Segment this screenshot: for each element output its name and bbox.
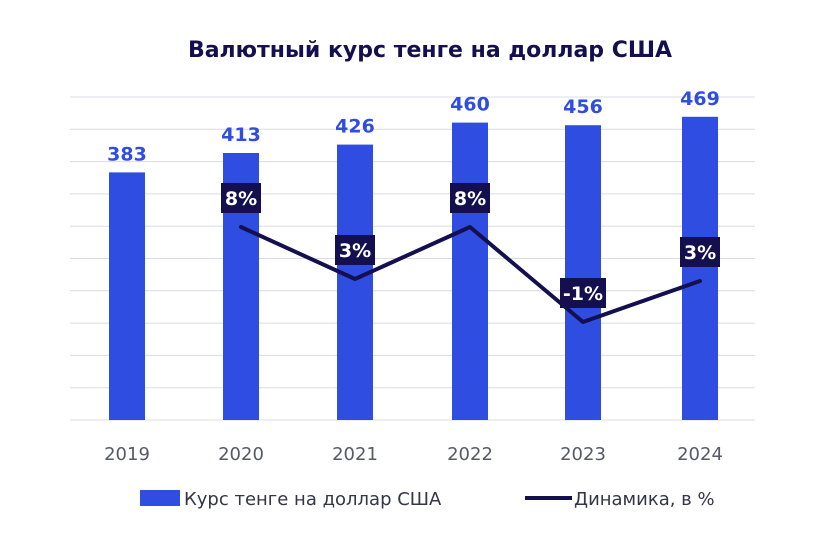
- percent-labels: 8% 3% 8% -1% 3%: [221, 183, 720, 308]
- percent-label: 8%: [454, 188, 486, 210]
- bar-series: [109, 116, 718, 421]
- percent-label-box: [560, 278, 606, 308]
- legend-line-label: Динамика, в %: [574, 489, 715, 510]
- legend-bar-swatch: [140, 490, 180, 506]
- percent-label-box: [335, 235, 375, 265]
- chart-title: Валютный курс тенге на доллар США: [187, 38, 673, 63]
- bar-value-label: 460: [450, 94, 490, 116]
- bar-value-label: 456: [563, 96, 603, 118]
- bar: [109, 172, 145, 420]
- grid-lines: [70, 96, 755, 421]
- x-tick-label: 2024: [677, 444, 723, 465]
- legend-bar-label: Курс тенге на доллар США: [184, 489, 442, 510]
- legend: Курс тенге на доллар США Динамика, в %: [140, 489, 715, 510]
- bar-value-label: 426: [335, 116, 375, 138]
- percent-label-box: [221, 183, 261, 213]
- x-tick-label: 2021: [332, 444, 378, 465]
- percent-label: 3%: [339, 240, 371, 262]
- bar: [565, 125, 601, 421]
- percent-label-box: [450, 183, 490, 213]
- bar: [682, 116, 718, 420]
- bar-value-label: 383: [107, 143, 147, 165]
- bar-value-labels: 383 413 426 460 456 469: [107, 88, 720, 166]
- line-path: [239, 225, 702, 324]
- percent-label: 3%: [684, 242, 716, 264]
- percent-label: 8%: [225, 188, 257, 210]
- bar: [452, 122, 488, 421]
- x-tick-label: 2022: [447, 444, 493, 465]
- bar: [337, 144, 373, 420]
- x-axis-ticks: 2019 2020 2021 2022 2023 2024: [104, 444, 723, 465]
- x-tick-label: 2020: [218, 444, 264, 465]
- line-series: [239, 225, 702, 324]
- x-tick-label: 2023: [560, 444, 606, 465]
- percent-label-box: [680, 237, 720, 267]
- x-tick-label: 2019: [104, 444, 150, 465]
- bar-value-label: 413: [221, 124, 261, 146]
- bar-value-label: 469: [680, 88, 720, 110]
- percent-label: -1%: [563, 283, 603, 305]
